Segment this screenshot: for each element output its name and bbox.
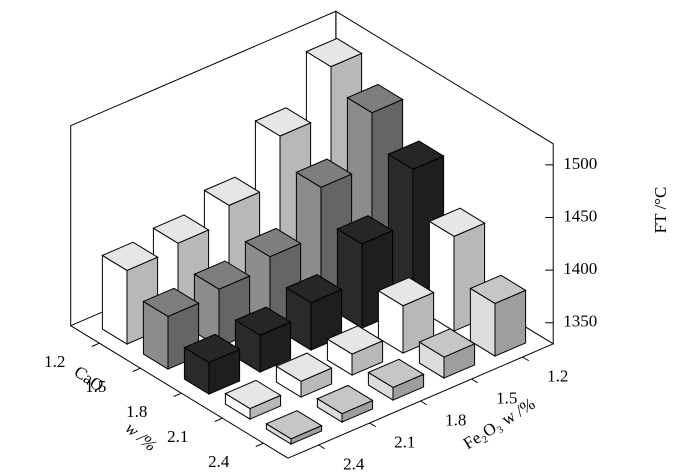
bar [224,379,282,420]
bar-top [316,384,374,415]
bar-top [305,37,363,68]
bar-top [367,358,425,389]
bar [234,306,292,373]
bar-top [265,410,323,440]
row-tick-label: 1.5 [85,377,106,396]
z-tick-label: 1450 [563,206,597,225]
bar [316,384,374,423]
z-axis-title: FT /°C [651,187,670,234]
bar [418,328,476,379]
bar-top [418,328,476,358]
bar-top [101,241,159,271]
bar-top [234,306,292,336]
bar-top [346,83,404,114]
x-tick-label: 1.5 [496,388,517,407]
bar-top [285,273,343,304]
bar-top [152,214,210,244]
z-tick-label: 1400 [563,259,597,278]
bar-top [336,215,394,245]
bar-top [295,158,353,188]
bar-top [142,287,200,318]
bar [244,227,302,326]
bars [101,37,527,445]
floor-edge [70,325,289,459]
bar-top [428,207,486,237]
row-axis-unit: w /% [122,418,161,455]
x-tick [318,444,326,450]
bar-top [387,140,445,170]
row-tick [214,417,223,422]
bar-top [326,325,384,355]
bar-top [183,333,241,364]
bar [367,358,425,401]
bar [326,325,384,376]
x-tick [522,356,530,362]
bar-top [377,276,435,307]
x-tick [471,378,479,384]
x-tick [420,400,428,406]
bar-top [193,260,251,290]
x-tick-label: 2.4 [343,454,365,472]
bar [183,333,241,395]
z-tick-label: 1500 [563,154,597,173]
bar-top [224,379,282,410]
row-tick [91,342,100,347]
bar [377,276,435,354]
x-tick [369,422,377,428]
bar-top [469,274,527,305]
row-tick-label: 1.2 [44,352,65,371]
x-tick-label: 2.1 [394,432,415,451]
bar-top [275,352,333,382]
bar [469,274,527,357]
row-tick [173,392,182,397]
row-tick-label: 2.1 [167,427,188,446]
z-tick-label: 1350 [563,312,597,331]
bar [265,410,323,445]
row-tick-label: 2.4 [208,452,230,471]
x-tick-label: 1.2 [547,366,568,385]
x-tick-label: 1.8 [445,410,466,429]
row-tick [255,442,264,447]
bar-top [254,107,312,137]
row-tick-label: 1.8 [126,402,147,421]
row-tick [132,367,141,372]
bar [275,352,333,398]
bar-top [203,176,261,206]
bar [285,273,343,351]
bar-top [244,227,302,258]
